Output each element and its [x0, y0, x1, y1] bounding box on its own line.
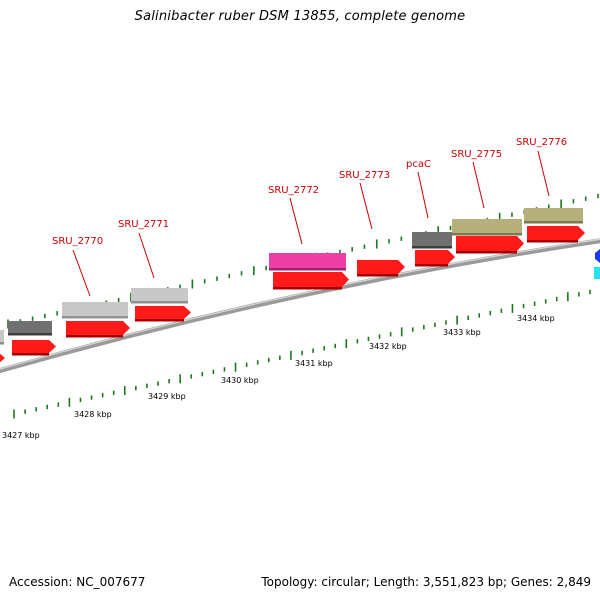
- map-title: Salinibacter ruber DSM 13855, complete g…: [134, 9, 466, 24]
- feature-sru-2775: [452, 219, 522, 236]
- cds-sru-2776: [527, 226, 585, 243]
- scale-label: 3434 kbp: [517, 314, 555, 323]
- inner-tick-ring: [13, 289, 591, 419]
- partial-feature-blue: [595, 249, 600, 263]
- cds-sru-2775: [456, 236, 524, 254]
- cds-left: [12, 340, 56, 356]
- feature-left-edge: [0, 330, 4, 345]
- leader-line: [289, 197, 303, 245]
- feature-sru-2770: [62, 302, 128, 319]
- accession-text: Accession: NC_007677: [9, 575, 146, 589]
- cds-pcaC: [415, 250, 455, 267]
- scale-label-layer: 3427 kbp 3428 kbp 3429 kbp 3430 kbp 3431 kbp…: [2, 314, 555, 440]
- feature-sru-2771: [131, 288, 188, 304]
- gene-label: SRU_2770: [52, 236, 103, 247]
- scale-label: 3433 kbp: [443, 328, 481, 337]
- feature-pcaC: [412, 232, 452, 249]
- scale-label: 3427 kbp: [2, 431, 40, 440]
- leader-line: [417, 171, 429, 219]
- feature-layer: [0, 208, 600, 363]
- partial-feature-cyan: [594, 267, 600, 279]
- scale-label: 3430 kbp: [221, 376, 259, 385]
- gene-label: SRU_2776: [516, 137, 567, 148]
- feature-left-dark: [8, 321, 52, 336]
- backbone: [0, 238, 600, 374]
- cds-sru-2771: [135, 306, 191, 322]
- scale-label: 3431 kbp: [295, 359, 333, 368]
- leader-line: [537, 150, 550, 197]
- gene-label: SRU_2773: [339, 170, 390, 181]
- gene-label: SRU_2775: [451, 149, 502, 160]
- cds-sru-2770: [66, 321, 130, 338]
- scale-label: 3429 kbp: [148, 392, 186, 401]
- leader-line: [138, 232, 155, 279]
- cds-sru-2772: [273, 272, 349, 290]
- gene-label: SRU_2771: [118, 219, 169, 230]
- gene-label-layer: SRU_2770 SRU_2771 SRU_2772 SRU_2773 pcaC SRU_…: [52, 137, 567, 297]
- gene-label: pcaC: [406, 159, 431, 170]
- gene-label: SRU_2772: [268, 185, 319, 196]
- feature-sru-2772: [269, 253, 346, 271]
- leader-line: [472, 161, 485, 209]
- cds-left-partial: [0, 353, 5, 363]
- scale-label: 3428 kbp: [74, 410, 112, 419]
- topology-summary: Topology: circular; Length: 3,551,823 bp…: [261, 575, 591, 589]
- leader-line: [72, 249, 91, 297]
- leader-line: [359, 182, 373, 230]
- cds-sru-2773: [357, 260, 405, 277]
- feature-sru-2776: [524, 208, 583, 224]
- scale-label: 3432 kbp: [369, 342, 407, 351]
